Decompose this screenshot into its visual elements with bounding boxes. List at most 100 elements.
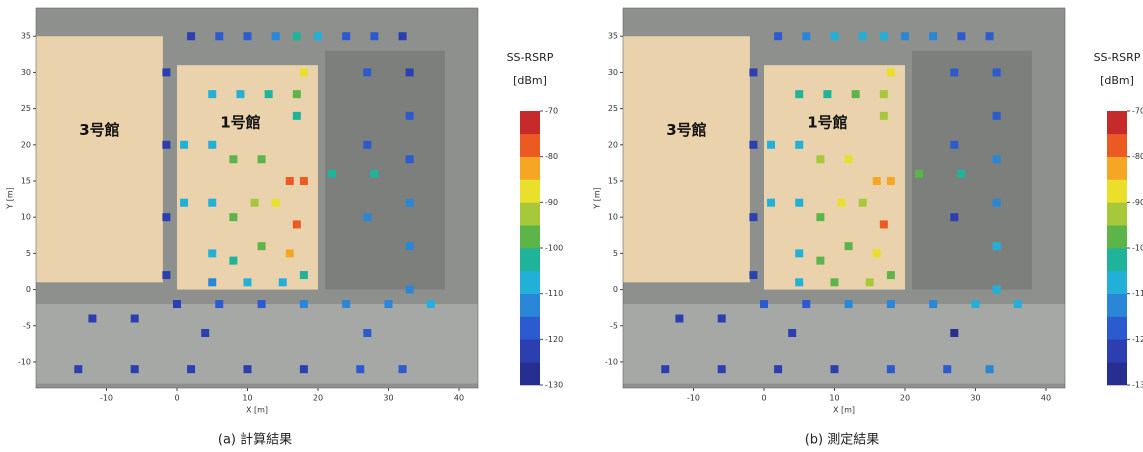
rsrp-point (749, 140, 758, 149)
rsrp-point (363, 328, 372, 337)
x-tick-label: 20 (900, 394, 910, 403)
rsrp-point (950, 213, 959, 222)
rsrp-point (886, 68, 895, 77)
colorbar-tick-label: -80 (1132, 152, 1143, 161)
rsrp-point (398, 32, 407, 41)
rsrp-point (278, 278, 287, 287)
rsrp-point (795, 198, 804, 207)
colorbar-cell (1107, 133, 1127, 157)
rsrp-point (795, 140, 804, 149)
rsrp-point (208, 249, 217, 258)
rsrp-point (426, 300, 435, 309)
rsrp-point (243, 365, 252, 374)
rsrp-point (236, 90, 245, 99)
rsrp-point (215, 300, 224, 309)
rsrp-point (405, 285, 414, 294)
rsrp-point (795, 278, 804, 287)
rsrp-point (363, 213, 372, 222)
colorbar-cell (520, 293, 540, 317)
rsrp-point (830, 365, 839, 374)
colorbar-tick-label: -110 (1132, 289, 1143, 298)
rsrp-point (405, 242, 414, 251)
colorbar-tick-label: -100 (545, 244, 563, 253)
rsrp-point (215, 32, 224, 41)
rsrp-point (816, 213, 825, 222)
rsrp-point (180, 140, 189, 149)
caption: (b) 測定結果 (805, 433, 880, 448)
rsrp-point (661, 365, 670, 374)
rsrp-point (187, 365, 196, 374)
rsrp-point (162, 140, 171, 149)
rsrp-point (363, 68, 372, 77)
rsrp-point (180, 198, 189, 207)
rsrp-point (292, 32, 301, 41)
x-tick-label: 30 (383, 394, 393, 403)
rsrp-point (243, 32, 252, 41)
rsrp-point (187, 32, 196, 41)
rsrp-point (292, 90, 301, 99)
colorbar-cell (520, 202, 540, 226)
rsrp-point (208, 278, 217, 287)
y-tick-label: 0 (26, 285, 31, 294)
parking (325, 50, 445, 290)
rsrp-point (985, 32, 994, 41)
rsrp-point (816, 256, 825, 265)
building (623, 36, 750, 283)
rsrp-point (285, 176, 294, 185)
rsrp-point (717, 314, 726, 323)
y-axis-label: Y [m] (6, 187, 15, 209)
colorbar-title: SS-RSRP (1094, 51, 1141, 64)
rsrp-point (292, 220, 301, 229)
y-tick-label: -5 (610, 321, 618, 330)
rsrp-point (356, 365, 365, 374)
colorbar-cell (520, 248, 540, 272)
rsrp-point (250, 198, 259, 207)
rsrp-point (795, 249, 804, 258)
colorbar-cell (520, 316, 540, 340)
building-label: 3号館 (79, 121, 119, 139)
rsrp-point (292, 111, 301, 120)
rsrp-point (795, 90, 804, 99)
rsrp-point (879, 90, 888, 99)
x-axis-label: X [m] (246, 406, 268, 415)
rsrp-point (992, 111, 1001, 120)
building (36, 36, 163, 283)
colorbar-cell (1107, 202, 1127, 226)
building-label: 1号館 (807, 114, 847, 132)
rsrp-point (830, 278, 839, 287)
rsrp-point (363, 140, 372, 149)
x-tick-label: -10 (100, 394, 113, 403)
rsrp-point (342, 32, 351, 41)
rsrp-point (384, 300, 393, 309)
rsrp-point (802, 300, 811, 309)
rsrp-point (162, 271, 171, 280)
rsrp-point (837, 198, 846, 207)
colorbar-cell (520, 339, 540, 363)
rsrp-point (830, 32, 839, 41)
y-tick-label: 0 (613, 285, 618, 294)
colorbar-tick-label: -120 (545, 335, 563, 344)
y-axis-label: Y [m] (593, 187, 602, 209)
colorbar-tick-label: -70 (545, 107, 558, 116)
rsrp-point (872, 176, 881, 185)
rsrp-point (229, 155, 238, 164)
y-tick-label: 25 (21, 104, 31, 113)
rsrp-point (774, 32, 783, 41)
rsrp-point (851, 90, 860, 99)
rsrp-point (816, 155, 825, 164)
rsrp-point (208, 198, 217, 207)
rsrp-point (285, 249, 294, 258)
colorbar-cell (520, 111, 540, 135)
rsrp-point (398, 365, 407, 374)
rsrp-point (749, 271, 758, 280)
rsrp-point (405, 155, 414, 164)
colorbar-tick-label: -120 (1132, 335, 1143, 344)
rsrp-point (858, 198, 867, 207)
y-tick-label: 15 (608, 176, 618, 185)
colorbar-cell (1107, 248, 1127, 272)
rsrp-point (299, 68, 308, 77)
rsrp-point (900, 32, 909, 41)
rsrp-point (405, 111, 414, 120)
building-label: 1号館 (220, 114, 260, 132)
rsrp-point (886, 365, 895, 374)
